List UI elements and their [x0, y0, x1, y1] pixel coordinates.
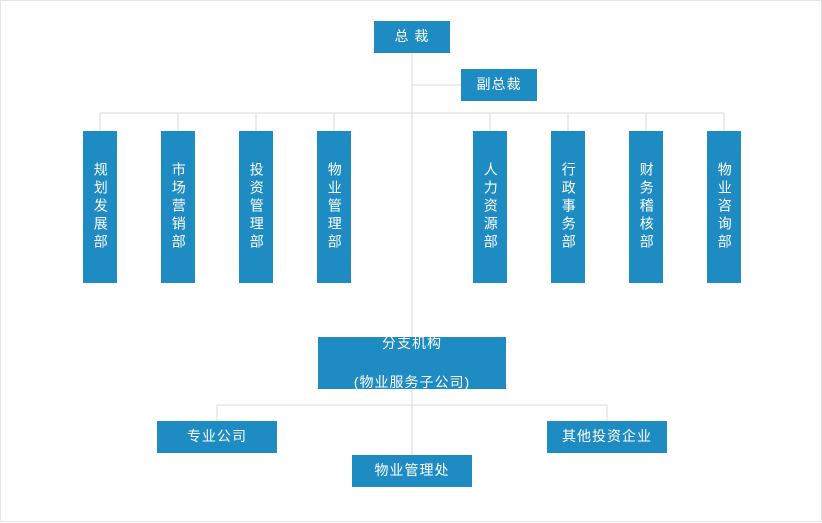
node-label: 总 裁: [395, 27, 430, 47]
node-dept5: 人力资源部: [473, 131, 507, 283]
connectors-layer: [1, 1, 822, 523]
node-branch: 分支机构(物业服务子公司): [318, 337, 506, 389]
node-label: 分支机构: [382, 334, 442, 354]
node-label: 投资管理部: [246, 162, 266, 252]
node-vice_president: 副总裁: [461, 69, 537, 101]
node-label: 其他投资企业: [562, 427, 652, 447]
node-sub1: 专业公司: [157, 421, 277, 453]
node-label: 规划发展部: [90, 162, 110, 252]
node-label: 副总裁: [477, 75, 522, 95]
node-dept6: 行政事务部: [551, 131, 585, 283]
org-chart: 总 裁副总裁规划发展部 市场营销部 投资管理部 物业管理部 人力资源部 行政事务部 财务稽核…: [0, 0, 822, 522]
node-label: 物业咨询部: [714, 162, 734, 252]
node-president: 总 裁: [374, 21, 450, 53]
node-dept1: 规划发展部: [83, 131, 117, 283]
node-label: (物业服务子公司): [354, 373, 470, 393]
node-label: 市场营销部: [168, 162, 188, 252]
node-label: 物业管理处: [375, 461, 450, 481]
node-dept3: 投资管理部: [239, 131, 273, 283]
node-label: 专业公司: [187, 427, 247, 447]
node-dept4: 物业管理部: [317, 131, 351, 283]
node-dept2: 市场营销部: [161, 131, 195, 283]
node-label: 行政事务部: [558, 162, 578, 252]
node-dept8: 物业咨询部: [707, 131, 741, 283]
node-label: 人力资源部: [480, 162, 500, 252]
node-label: 财务稽核部: [636, 162, 656, 252]
node-sub2: 物业管理处: [352, 455, 472, 487]
node-dept7: 财务稽核部: [629, 131, 663, 283]
node-sub3: 其他投资企业: [547, 421, 667, 453]
node-label: 物业管理部: [324, 162, 344, 252]
